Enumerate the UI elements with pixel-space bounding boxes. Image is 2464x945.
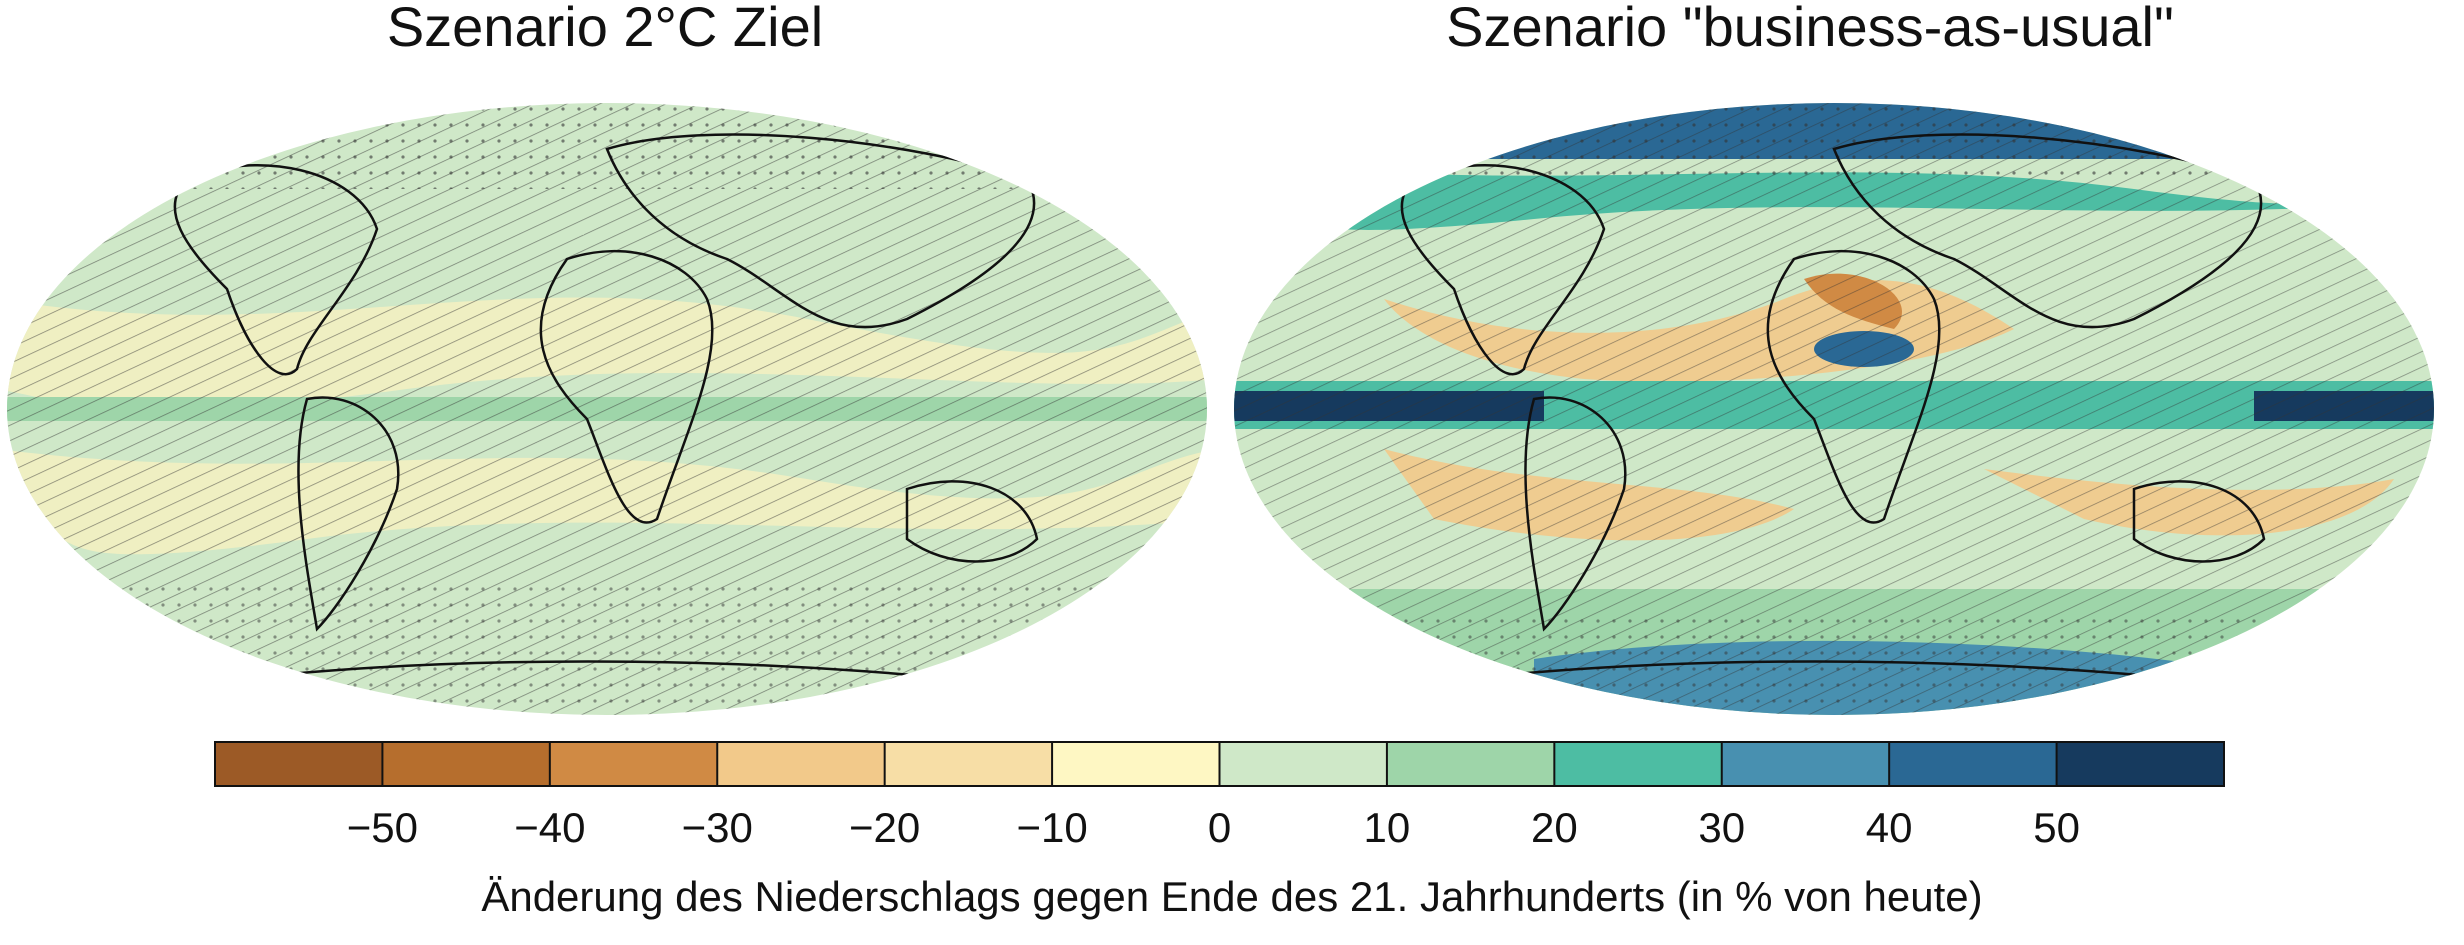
- tick-label: −50: [347, 804, 418, 851]
- colorbar-segment: [717, 742, 885, 786]
- tick-label: −30: [682, 804, 753, 851]
- tick-label: −20: [849, 804, 920, 851]
- colorbar-segment: [1554, 742, 1722, 786]
- colorbar-segment: [549, 742, 718, 786]
- colorbar: −50 −40 −30 −20 −10 0 10 20 30 40 50: [214, 741, 2225, 851]
- colorbar-label: Änderung des Niederschlags gegen Ende de…: [481, 873, 1982, 920]
- tick-label: 30: [1698, 804, 1745, 851]
- colorbar-segment: [1889, 742, 2057, 786]
- tick-label: 40: [1866, 804, 1913, 851]
- colorbar-segment: [1386, 742, 1555, 786]
- colorbar-segment: [1219, 742, 1387, 786]
- map-2c: [7, 103, 1207, 715]
- map-bau: [1234, 103, 2434, 715]
- colorbar-segment: [1721, 742, 1890, 786]
- tick-label: 10: [1364, 804, 1411, 851]
- tick-label: 0: [1208, 804, 1231, 851]
- map-title: Szenario "business-as-usual": [1446, 0, 2174, 58]
- colorbar-segment: [1052, 742, 1220, 786]
- tick-label: 50: [2033, 804, 2080, 851]
- colorbar-segment: [884, 742, 1053, 786]
- tick-label: −10: [1016, 804, 1087, 851]
- colorbar-segment: [382, 742, 550, 786]
- colorbar-segment: [215, 742, 383, 786]
- colorbar-segment: [2056, 742, 2224, 786]
- tick-label: −40: [514, 804, 585, 851]
- tick-label: 20: [1531, 804, 1578, 851]
- map-title: Szenario 2°C Ziel: [387, 0, 823, 58]
